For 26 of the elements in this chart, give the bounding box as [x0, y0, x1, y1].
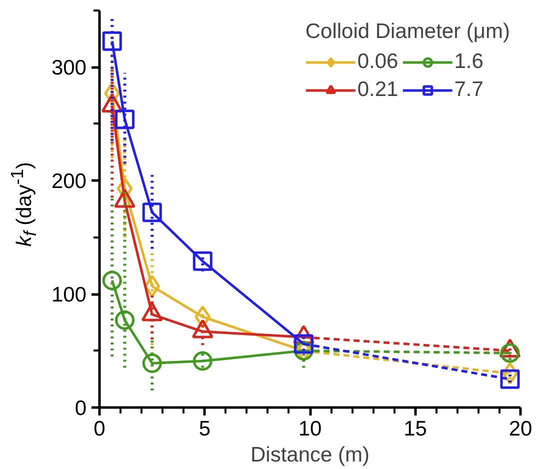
legend-title: Colloid Diameter (μm)	[305, 20, 510, 44]
point	[115, 110, 135, 130]
x-tick-label: 10	[298, 418, 322, 440]
point	[500, 343, 520, 363]
x-axis-title: Distance (m)	[250, 444, 370, 466]
y-tick-label: 100	[51, 284, 87, 307]
y-tick-label: 200	[51, 170, 87, 194]
point	[102, 31, 122, 51]
legend-label: 7.7	[454, 78, 484, 102]
x-tick-label: 0	[94, 418, 106, 440]
x-tick-label: 20	[508, 418, 532, 440]
point	[115, 310, 135, 330]
y-tick-label: 300	[51, 56, 87, 80]
point	[192, 251, 212, 271]
point	[102, 270, 122, 290]
legend-label: 0.06	[357, 50, 398, 74]
legend-label: 1.6	[454, 50, 484, 74]
x-tick-label: 15	[404, 418, 427, 440]
y-tick-label: 0	[74, 397, 87, 420]
point	[142, 354, 162, 373]
point	[294, 334, 314, 354]
point	[500, 369, 520, 389]
point	[142, 202, 162, 222]
legend-label: 0.21	[357, 78, 398, 102]
x-tick-label: 5	[198, 418, 211, 440]
point	[192, 351, 212, 371]
